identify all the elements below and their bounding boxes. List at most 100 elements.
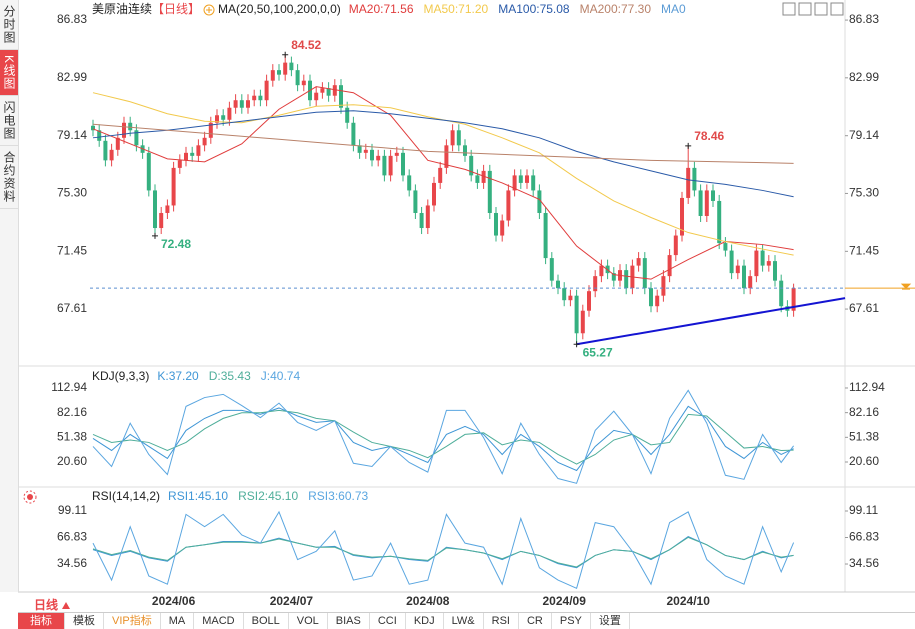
x-tick-label: 2024/10 <box>667 594 711 608</box>
sidebar-tab[interactable]: 分时图 <box>0 0 18 50</box>
y-tick-label: 82.16 <box>57 405 87 419</box>
candle-body <box>376 155 381 161</box>
candle-body <box>159 212 164 229</box>
candle-body <box>283 62 288 75</box>
x-tick-label: 2024/07 <box>270 594 314 608</box>
candle-body <box>351 122 356 146</box>
tab[interactable]: VOL <box>289 613 328 629</box>
candle-body <box>779 280 784 307</box>
candle-body <box>233 100 238 108</box>
legend-entry: MA20:71.56 <box>349 2 414 16</box>
candle-body <box>221 115 226 120</box>
candle-body <box>549 258 554 281</box>
candle-body <box>543 212 548 259</box>
candle-body <box>190 152 195 156</box>
candle-body <box>791 288 796 311</box>
y-tick-label: 51.38 <box>849 429 879 443</box>
legend-entry: K:37.20 <box>157 369 199 383</box>
candle-body <box>252 95 257 101</box>
icon[interactable] <box>782 2 796 16</box>
candle-body <box>760 250 765 266</box>
sidebar-tab[interactable]: K线图 <box>0 50 18 97</box>
icon[interactable] <box>798 2 812 16</box>
candle-body <box>742 265 746 289</box>
extreme-cross <box>152 232 158 239</box>
y-tick-label: 20.60 <box>57 454 87 468</box>
candle-body <box>729 250 734 274</box>
candle-body <box>301 80 306 86</box>
candle-body <box>525 175 529 183</box>
candle-body <box>419 212 424 229</box>
candle-body <box>494 212 498 236</box>
candle-body <box>444 145 449 168</box>
tab[interactable]: CCI <box>370 613 406 629</box>
tab[interactable]: 设置 <box>591 613 630 629</box>
tab[interactable]: BOLL <box>244 613 289 629</box>
tab[interactable]: BIAS <box>328 613 370 629</box>
y-tick-label: 75.30 <box>57 186 87 200</box>
candle-body <box>264 80 269 101</box>
candle-body <box>599 265 604 277</box>
candle-body <box>469 155 474 176</box>
candle-body <box>97 130 102 141</box>
settings-icon <box>206 7 213 13</box>
candle-body <box>109 149 114 161</box>
candle-body <box>500 220 505 236</box>
legend-entry: J:40.74 <box>261 369 301 383</box>
candle-body <box>636 258 641 266</box>
tab[interactable]: KDJ <box>406 613 444 629</box>
series-line <box>92 409 794 465</box>
trend-line <box>576 297 846 346</box>
candle-body <box>196 145 201 156</box>
icon <box>27 494 33 500</box>
series-line <box>92 123 794 164</box>
icon[interactable] <box>814 2 828 16</box>
y-tick-label: 67.61 <box>57 301 87 315</box>
candle-body <box>717 200 722 244</box>
tab[interactable]: PSY <box>552 613 591 629</box>
sidebar-tab[interactable]: 闪电图 <box>0 96 18 147</box>
candle-body <box>277 70 281 75</box>
candle-body <box>388 155 393 176</box>
icon[interactable] <box>830 2 844 16</box>
candle-body <box>345 107 350 123</box>
candle-body <box>766 261 771 266</box>
sidebar-tab[interactable]: 合约资料 <box>0 146 18 210</box>
candle-body <box>506 190 511 221</box>
candle-body <box>134 130 139 146</box>
legend-entry: MA200:77.30 <box>580 2 652 16</box>
candle-body <box>382 155 387 176</box>
tab[interactable]: MACD <box>194 613 244 629</box>
tab[interactable]: LW& <box>444 613 484 629</box>
y-tick-label: 82.16 <box>849 405 879 419</box>
candle-body <box>246 100 250 108</box>
candle-body <box>357 145 362 153</box>
candle-body <box>562 288 567 301</box>
y-tick-label: 112.94 <box>51 380 87 394</box>
candle-body <box>574 295 579 334</box>
y-tick-label: 67.61 <box>849 301 879 315</box>
legend-entry: D:35.43 <box>209 369 251 383</box>
tab[interactable]: 模板 <box>65 613 104 629</box>
legend-entry: RSI2:45.10 <box>238 489 298 503</box>
candle-body <box>401 152 405 176</box>
candle-body <box>642 258 647 289</box>
candle-body <box>432 182 436 206</box>
extreme-label: 78.46 <box>694 129 724 143</box>
candle-body <box>649 288 653 307</box>
candle-body <box>208 122 213 138</box>
y-tick-label: 34.56 <box>57 556 87 570</box>
plot <box>92 389 795 484</box>
tab[interactable]: 指标 <box>18 613 65 629</box>
candle-body <box>171 167 176 206</box>
period-button[interactable]: 日线 <box>34 596 71 613</box>
tab[interactable]: RSI <box>484 613 519 629</box>
y-tick-label: 86.83 <box>849 12 879 26</box>
tab[interactable]: MA <box>161 613 195 629</box>
tab[interactable]: VIP指标 <box>104 613 161 629</box>
tab[interactable]: CR <box>519 613 552 629</box>
candle-body <box>587 291 591 311</box>
candle-body <box>481 170 486 183</box>
